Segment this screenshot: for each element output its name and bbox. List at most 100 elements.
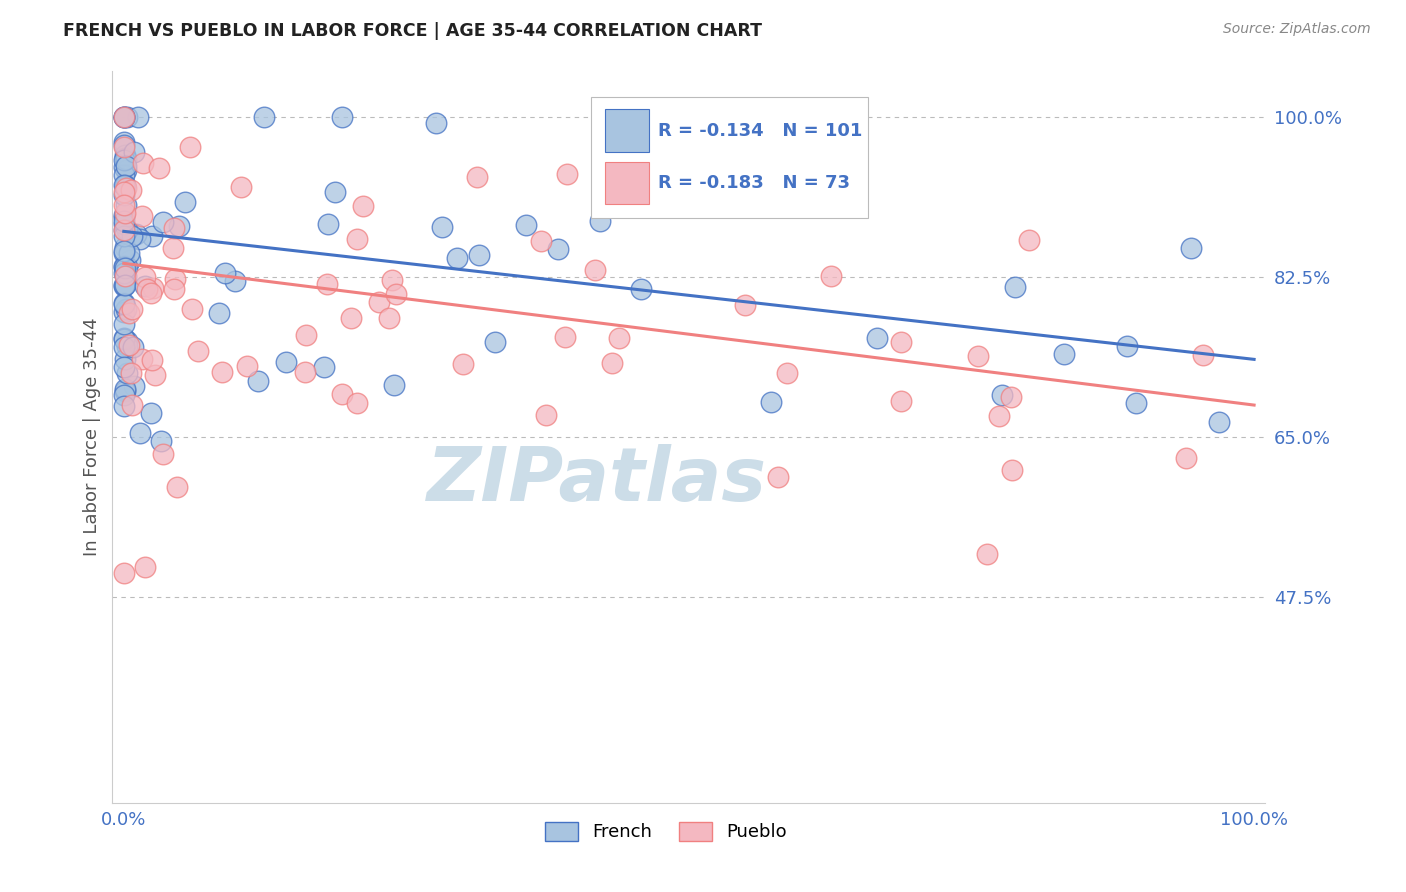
- Point: [114, 178, 136, 193]
- Point: [115, 152, 138, 166]
- Point: [382, 377, 405, 392]
- Point: [120, 253, 142, 268]
- Point: [368, 294, 391, 309]
- Point: [112, 295, 135, 310]
- Point: [208, 306, 231, 320]
- Point: [112, 359, 135, 374]
- Point: [112, 279, 135, 293]
- Point: [152, 447, 174, 461]
- Point: [143, 368, 166, 383]
- Point: [163, 221, 186, 235]
- Point: [120, 366, 142, 380]
- Point: [112, 169, 135, 183]
- Y-axis label: In Labor Force | Age 35-44: In Labor Force | Age 35-44: [83, 318, 101, 557]
- Point: [128, 232, 150, 246]
- Point: [112, 223, 135, 237]
- Point: [112, 139, 135, 153]
- Point: [132, 156, 155, 170]
- Point: [114, 180, 136, 194]
- Point: [134, 559, 156, 574]
- Point: [112, 135, 135, 149]
- Point: [114, 382, 136, 396]
- Point: [112, 246, 135, 260]
- Point: [378, 310, 401, 325]
- Point: [294, 365, 316, 379]
- Point: [115, 260, 138, 274]
- Point: [114, 179, 136, 194]
- Point: [115, 163, 138, 178]
- Point: [163, 282, 186, 296]
- Point: [112, 188, 135, 202]
- Point: [776, 366, 799, 380]
- Point: [314, 360, 336, 375]
- Point: [112, 266, 135, 280]
- Point: [141, 352, 163, 367]
- Point: [484, 335, 506, 350]
- Point: [117, 337, 139, 351]
- Point: [865, 331, 887, 345]
- Point: [385, 286, 408, 301]
- Point: [122, 340, 145, 354]
- Point: [231, 180, 253, 194]
- Point: [1116, 339, 1139, 353]
- Point: [142, 281, 165, 295]
- Point: [112, 110, 135, 124]
- Point: [465, 170, 488, 185]
- Point: [112, 208, 135, 222]
- Point: [468, 247, 491, 261]
- Point: [346, 232, 368, 246]
- Point: [122, 145, 145, 159]
- Point: [114, 384, 136, 398]
- Point: [179, 139, 201, 153]
- Point: [167, 219, 190, 233]
- Point: [112, 305, 135, 319]
- Point: [115, 301, 138, 316]
- Point: [115, 366, 138, 380]
- Point: [112, 566, 135, 580]
- Point: [114, 148, 136, 162]
- Point: [1018, 233, 1040, 247]
- Point: [112, 218, 135, 232]
- Point: [1000, 390, 1022, 404]
- Point: [890, 393, 912, 408]
- Point: [136, 282, 159, 296]
- Point: [112, 388, 135, 402]
- Text: Source: ZipAtlas.com: Source: ZipAtlas.com: [1223, 22, 1371, 37]
- Point: [768, 470, 790, 484]
- Point: [117, 223, 139, 237]
- Point: [115, 268, 138, 283]
- Point: [122, 379, 145, 393]
- Point: [330, 110, 353, 124]
- Point: [734, 298, 756, 312]
- Point: [589, 214, 612, 228]
- Point: [1052, 346, 1074, 360]
- Point: [112, 210, 135, 224]
- Point: [163, 272, 186, 286]
- Point: [1004, 280, 1026, 294]
- Point: [976, 547, 998, 561]
- Point: [991, 388, 1014, 402]
- Point: [115, 110, 138, 124]
- Point: [967, 349, 990, 363]
- Point: [557, 167, 579, 181]
- Point: [583, 263, 606, 277]
- Point: [128, 426, 150, 441]
- Point: [112, 137, 135, 152]
- Point: [323, 185, 346, 199]
- Point: [381, 273, 404, 287]
- Point: [1180, 241, 1202, 255]
- Point: [890, 335, 912, 350]
- Point: [112, 317, 135, 331]
- Point: [630, 282, 652, 296]
- Point: [530, 234, 553, 248]
- Point: [141, 228, 163, 243]
- Point: [340, 311, 363, 326]
- Point: [112, 296, 135, 310]
- Point: [149, 434, 172, 448]
- Point: [180, 301, 202, 316]
- Point: [236, 359, 259, 373]
- Point: [316, 277, 339, 292]
- Point: [534, 408, 557, 422]
- Point: [112, 185, 135, 199]
- Point: [112, 260, 135, 274]
